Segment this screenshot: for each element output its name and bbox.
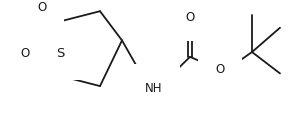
Text: O: O	[186, 11, 195, 24]
Text: S: S	[56, 47, 64, 61]
Text: O: O	[37, 1, 47, 14]
Text: O: O	[216, 63, 225, 76]
Text: O: O	[20, 47, 30, 61]
Text: NH: NH	[145, 81, 163, 94]
